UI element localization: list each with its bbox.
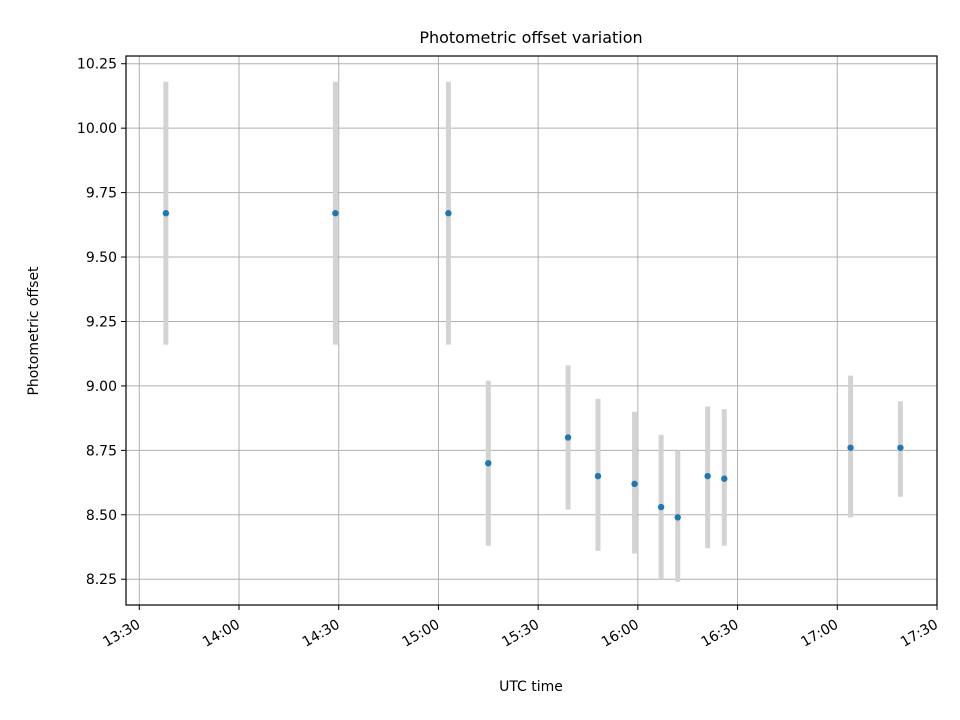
data-points <box>162 210 904 521</box>
x-axis-label: UTC time <box>499 679 563 695</box>
x-tick-label: 15:30 <box>499 617 542 651</box>
plot-area-frame <box>125 55 938 606</box>
data-point <box>445 210 452 217</box>
y-tick-label: 10.00 <box>77 121 117 137</box>
data-point <box>721 475 728 482</box>
x-tick-label: 14:30 <box>300 617 343 651</box>
chart-title: Photometric offset variation <box>419 28 642 47</box>
y-tick-label: 8.50 <box>86 508 117 524</box>
y-axis-label: Photometric offset <box>26 266 42 396</box>
data-point <box>674 514 681 521</box>
y-tick-label: 9.25 <box>86 314 117 330</box>
y-tick-label: 8.75 <box>86 443 117 459</box>
data-point <box>704 472 711 480</box>
data-point <box>594 472 602 480</box>
y-tick-label: 9.50 <box>86 250 117 266</box>
data-point <box>657 503 665 511</box>
data-point <box>847 444 854 451</box>
grid-lines <box>126 56 938 605</box>
x-tick-label: 16:30 <box>699 617 742 651</box>
y-tick-label: 9.75 <box>86 186 117 202</box>
y-tick-label: 8.25 <box>86 572 117 588</box>
data-point <box>897 444 904 451</box>
x-tick-label: 17:00 <box>798 617 841 651</box>
y-tick-label: 9.00 <box>86 379 117 395</box>
data-point <box>564 434 572 441</box>
x-tick-label: 14:00 <box>200 617 243 651</box>
error-bars <box>163 81 903 582</box>
data-point <box>332 210 339 217</box>
x-axis-ticks: 13:30 14:00 14:30 15:00 15:30 16:00 16:30 17:00… <box>100 605 941 651</box>
y-tick-label: 10.25 <box>77 57 117 73</box>
x-tick-label: 13:30 <box>100 617 143 651</box>
x-tick-label: 17:30 <box>898 617 941 651</box>
x-tick-label: 16:00 <box>599 617 642 651</box>
data-point <box>485 460 492 467</box>
data-point <box>162 210 170 217</box>
x-tick-label: 15:00 <box>399 617 442 651</box>
data-point <box>631 480 638 488</box>
y-axis-ticks: 8.25 8.50 8.75 9.00 9.25 9.50 9.75 10.00 10.25 <box>77 57 126 588</box>
